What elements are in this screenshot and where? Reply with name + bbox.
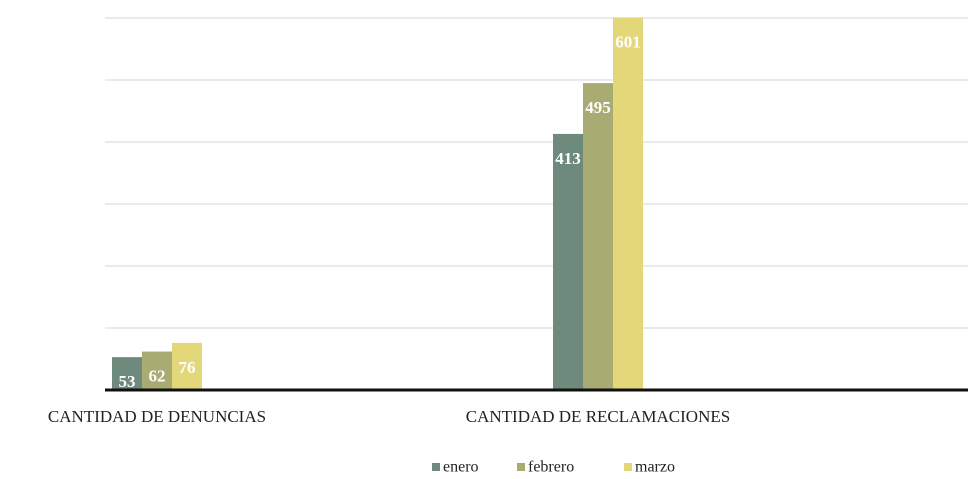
legend-swatch (432, 463, 440, 471)
value-label: 62 (149, 366, 166, 385)
bar (583, 83, 613, 390)
x-tick-label: CANTIDAD DE RECLAMACIONES (466, 407, 730, 426)
legend-swatch (624, 463, 632, 471)
value-label: 413 (555, 149, 581, 168)
x-tick-label: CANTIDAD DE DENUNCIAS (48, 407, 266, 426)
legend-swatch (517, 463, 525, 471)
legend-label: enero (443, 459, 479, 476)
value-label: 601 (615, 32, 641, 51)
bar (172, 342, 202, 390)
bar (112, 357, 142, 390)
bar (142, 351, 172, 390)
legend-label: febrero (528, 459, 574, 476)
value-label: 53 (119, 372, 136, 391)
bar (613, 17, 643, 390)
legend-label: marzo (635, 459, 675, 476)
value-label: 76 (179, 358, 196, 377)
value-label: 495 (585, 98, 611, 117)
bar (553, 133, 583, 390)
